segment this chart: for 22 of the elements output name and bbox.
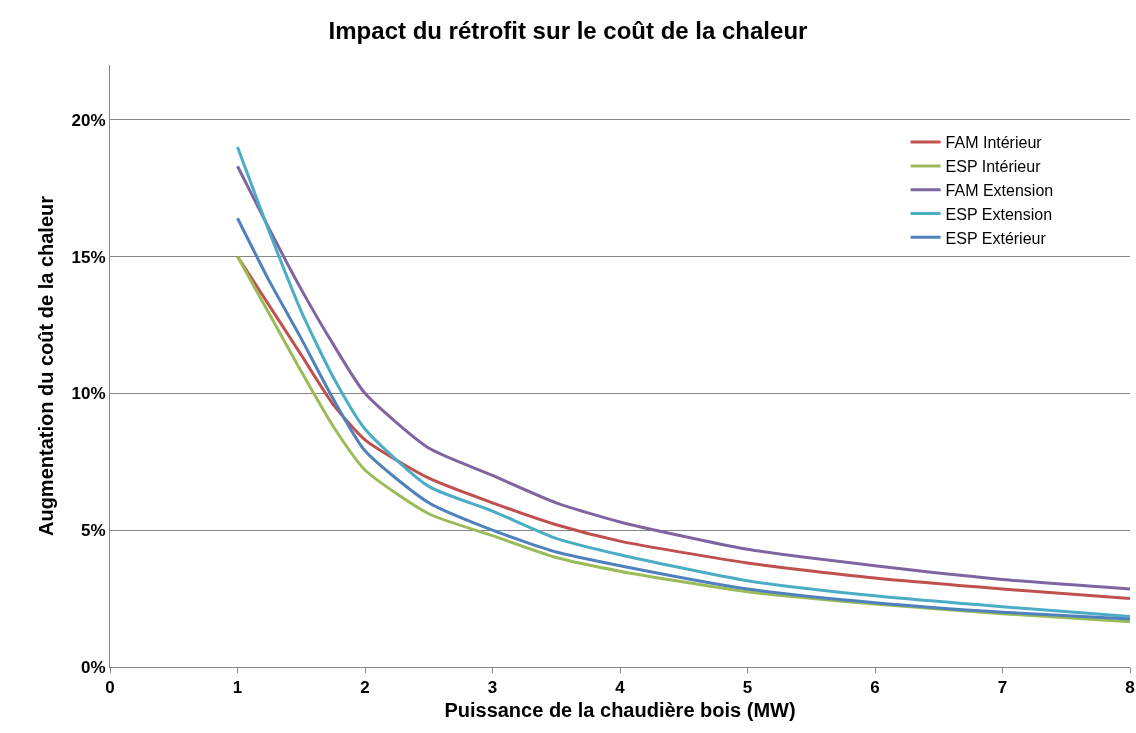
x-tick-label: 7 <box>997 678 1008 698</box>
x-tick-label: 5 <box>742 678 753 698</box>
y-axis-title: Augmentation du coût de la chaleur <box>35 195 58 537</box>
x-tick-label: 1 <box>232 678 243 698</box>
x-axis-title: Puissance de la chaudière bois (MW) <box>444 698 796 721</box>
x-tick-label: 4 <box>615 678 626 698</box>
chart-title: Impact du rétrofit sur le coût de la chaleur <box>328 16 808 44</box>
y-tick-label: 0% <box>81 657 106 677</box>
x-tick-label: 0 <box>105 678 115 698</box>
x-tick-label: 6 <box>870 678 880 698</box>
legend-label: ESP Intérieur <box>945 158 1042 176</box>
y-tick-label: 20% <box>71 110 106 130</box>
x-tick-label: 2 <box>360 678 370 698</box>
legend-label: FAM Intérieur <box>945 134 1043 152</box>
legend-label: ESP Extension <box>945 205 1053 223</box>
x-tick-label: 3 <box>487 678 498 698</box>
y-tick-label: 15% <box>71 247 106 267</box>
x-tick-label: 8 <box>1125 678 1135 698</box>
legend-label: FAM Extension <box>945 181 1054 199</box>
y-tick-label: 10% <box>71 384 106 404</box>
y-tick-label: 5% <box>81 521 106 541</box>
legend-label: ESP Extérieur <box>945 229 1047 247</box>
